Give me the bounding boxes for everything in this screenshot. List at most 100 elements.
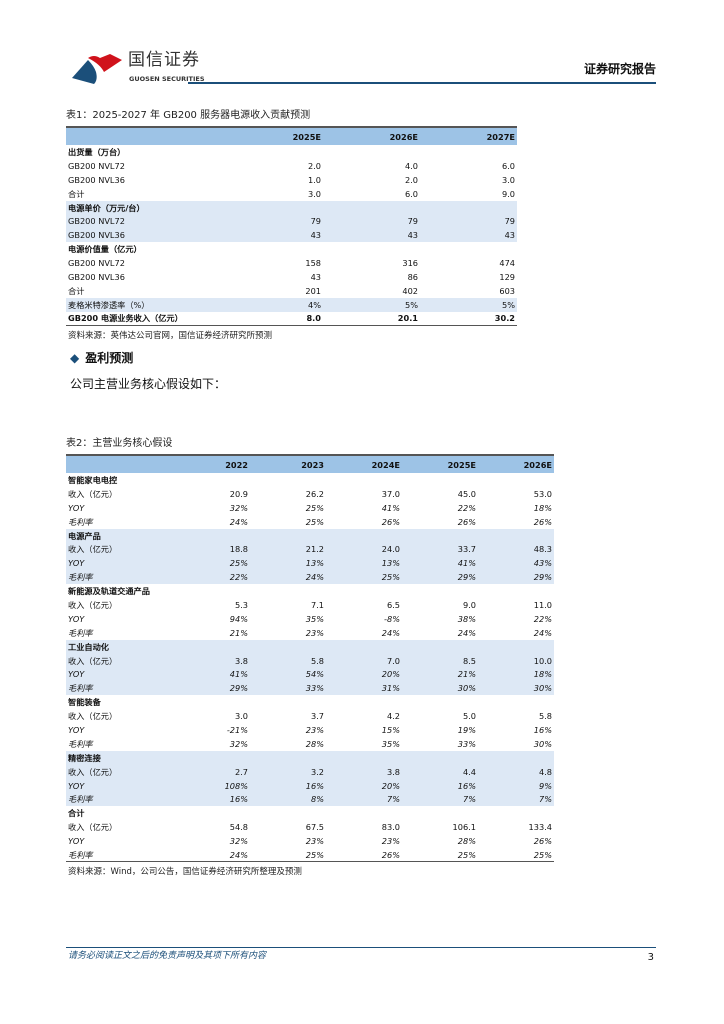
- cell-value: [402, 806, 478, 820]
- cell-value: 7%: [478, 792, 554, 807]
- cell-value: 33.7: [402, 542, 478, 557]
- table-row: 精密连接: [66, 750, 554, 765]
- cell-value: 316: [402, 258, 418, 269]
- cell-value: 6.0: [404, 188, 418, 199]
- table1: 2025E 2026E 2027E 出货量（万台） GB200 NVL72 2.0 4.0 6…: [66, 126, 517, 326]
- cell-value: 603: [499, 285, 515, 296]
- cell-value: 86: [407, 271, 418, 282]
- footer-divider: [66, 947, 656, 948]
- table-row: 收入（亿元） 20.9 26.2 37.0 45.0 53.0: [66, 487, 554, 501]
- cell-value: [478, 750, 554, 765]
- table-row: YOY 32% 23% 23% 28% 26%: [66, 834, 554, 848]
- cell-value: [323, 200, 420, 215]
- cell-value: 48.3: [478, 542, 554, 557]
- cell-value: 474: [499, 258, 515, 269]
- brand-name-en: GUOSEN SECURITIES: [129, 75, 205, 83]
- row-label: 收入（亿元）: [66, 764, 174, 779]
- cell-value: [420, 200, 517, 215]
- cell-value: 45.0: [457, 488, 476, 499]
- table-row: GB200 NVL36 1.0 2.0 3.0: [66, 173, 517, 187]
- table-row: YOY 32% 25% 41% 22% 18%: [66, 501, 554, 515]
- cell-value: 24%: [229, 849, 248, 860]
- header-row: 2025E 2026E 2027E: [66, 127, 517, 145]
- cell-value: 30.2: [494, 313, 515, 324]
- cell-value: [478, 528, 554, 543]
- cell-value: 22%: [457, 502, 476, 513]
- cell-value: 23%: [381, 836, 400, 847]
- row-label: YOY: [68, 613, 85, 624]
- cell-value: 133.4: [528, 822, 552, 833]
- cell-value: 24.0: [326, 542, 402, 557]
- table-row: 智能装备: [66, 695, 554, 709]
- cell-value: 32%: [229, 836, 248, 847]
- row-label: YOY: [66, 667, 174, 682]
- cell-value: 1.0: [307, 174, 321, 185]
- row-label: YOY: [68, 836, 85, 847]
- cell-value: 3.0: [234, 711, 248, 722]
- cell-value: 26%: [457, 516, 476, 527]
- cell-value: 5.3: [234, 599, 248, 610]
- row-label: 合计: [68, 285, 85, 296]
- cell-value: 32%: [229, 738, 248, 749]
- cell-value: 4.8: [478, 764, 554, 779]
- cell-value: 16%: [250, 778, 326, 793]
- cell-value: 11.0: [533, 599, 552, 610]
- table2-block: 表2：主营业务核心假设 2022 2023 2024E 2025E 2026E 智能家电电…: [66, 437, 554, 878]
- cell-value: [174, 528, 250, 543]
- cell-value: 18%: [478, 667, 554, 682]
- cell-value: 2.0: [307, 160, 321, 171]
- cell-value: 25%: [533, 849, 552, 860]
- cell-value: [174, 473, 250, 487]
- cell-value: 7%: [326, 792, 402, 807]
- row-label: 毛利率: [68, 849, 93, 860]
- cell-value: 23%: [305, 724, 324, 735]
- cell-value: 25%: [305, 849, 324, 860]
- cell-value: 94%: [229, 613, 248, 624]
- cell-value: [250, 750, 326, 765]
- column-header: 2025E: [226, 127, 323, 145]
- table-row: 毛利率 21% 23% 24% 24% 24%: [66, 626, 554, 640]
- cell-value: 26%: [533, 516, 552, 527]
- cell-value: 21.2: [250, 542, 326, 557]
- cell-value: 33%: [457, 738, 476, 749]
- table-row: 毛利率 24% 25% 26% 26% 26%: [66, 515, 554, 529]
- table-row: GB200 电源业务收入（亿元） 8.0 20.1 30.2: [66, 312, 517, 326]
- cell-value: [250, 473, 326, 487]
- cell-value: [226, 145, 323, 159]
- column-header: 2024E: [326, 455, 402, 473]
- cell-value: 31%: [326, 681, 402, 696]
- cell-value: 79: [226, 214, 323, 229]
- table-row: 收入（亿元） 2.7 3.2 3.8 4.4 4.8: [66, 764, 554, 779]
- row-label: 电源产品: [66, 528, 174, 543]
- row-label: 智能家电电控: [68, 474, 118, 485]
- table-row: 智能家电电控: [66, 473, 554, 487]
- cell-value: 21%: [229, 627, 248, 638]
- cell-value: -8%: [384, 613, 400, 624]
- cell-value: 8%: [250, 792, 326, 807]
- cell-value: [478, 473, 554, 487]
- cell-value: 3.7: [310, 711, 324, 722]
- cell-value: [478, 584, 554, 598]
- cell-value: 29%: [478, 570, 554, 585]
- cell-value: 41%: [402, 556, 478, 571]
- table-row: GB200 NVL72 2.0 4.0 6.0: [66, 159, 517, 173]
- cell-value: 29%: [174, 681, 250, 696]
- cell-value: 20%: [326, 667, 402, 682]
- cell-value: 9.0: [501, 188, 515, 199]
- cell-value: 5.0: [462, 711, 476, 722]
- cell-value: [174, 639, 250, 654]
- cell-value: 43: [226, 228, 323, 243]
- table-row: YOY 108% 16% 20% 16% 9%: [66, 778, 554, 793]
- cell-value: [323, 145, 420, 159]
- cell-value: 129: [499, 271, 515, 282]
- table-row: YOY -21% 23% 15% 19% 16%: [66, 723, 554, 737]
- cell-value: 28%: [457, 836, 476, 847]
- cell-value: 106.1: [452, 822, 476, 833]
- cell-value: 15%: [381, 724, 400, 735]
- cell-value: 22%: [174, 570, 250, 585]
- cell-value: 28%: [305, 738, 324, 749]
- cell-value: 158: [305, 258, 321, 269]
- row-label: 毛利率: [68, 516, 93, 527]
- cell-value: 54%: [250, 667, 326, 682]
- cell-value: 3.8: [326, 764, 402, 779]
